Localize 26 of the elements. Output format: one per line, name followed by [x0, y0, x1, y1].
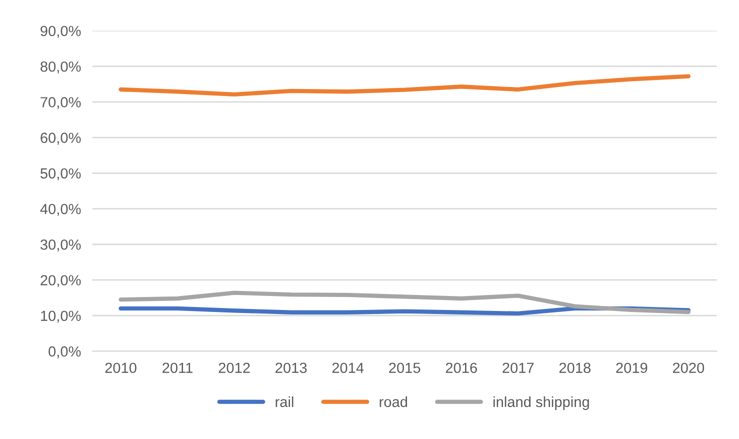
y-tick-label: 70,0%: [40, 97, 81, 110]
y-tick-label: 80,0%: [40, 61, 81, 74]
x-tick-label: 2015: [389, 362, 420, 374]
y-tick-label: 60,0%: [40, 132, 81, 145]
legend-label: inland shipping: [494, 396, 589, 410]
x-tick-label: 2012: [218, 362, 250, 374]
x-tick-label: 2020: [672, 362, 704, 374]
line-series: [118, 74, 691, 97]
y-tick-label: 50,0%: [40, 168, 81, 180]
y-tick-label: 10,0%: [41, 310, 81, 323]
legend-label: road: [380, 396, 408, 408]
x-tick-label: 2013: [276, 362, 307, 374]
x-tick-label: 2011: [162, 362, 192, 374]
x-tick-label: 2014: [332, 362, 364, 374]
y-tick-label: 0,0%: [48, 346, 81, 358]
legend-label: rail: [276, 396, 294, 408]
y-tick-label: 90,0%: [40, 26, 81, 38]
y-tick-label: 40,0%: [40, 204, 81, 216]
y-tick-label: 20,0%: [40, 275, 81, 288]
x-tick-label: 2017: [502, 362, 534, 374]
line-series: [118, 290, 691, 314]
x-tick-label: 2016: [446, 362, 477, 374]
x-tick-label: 2010: [105, 362, 136, 374]
x-tick-label: 2018: [559, 362, 590, 374]
y-tick-label: 30,0%: [40, 239, 81, 252]
x-tick-label: 2019: [616, 362, 648, 374]
